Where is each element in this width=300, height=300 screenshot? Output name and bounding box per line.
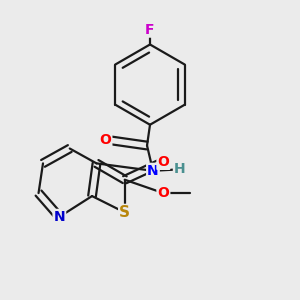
Text: N: N [147,164,159,178]
Text: O: O [158,155,169,169]
Text: S: S [119,205,130,220]
Text: F: F [145,22,155,37]
Text: O: O [100,133,111,147]
Text: N: N [53,210,65,224]
Text: H: H [174,162,185,176]
Text: O: O [158,186,169,200]
